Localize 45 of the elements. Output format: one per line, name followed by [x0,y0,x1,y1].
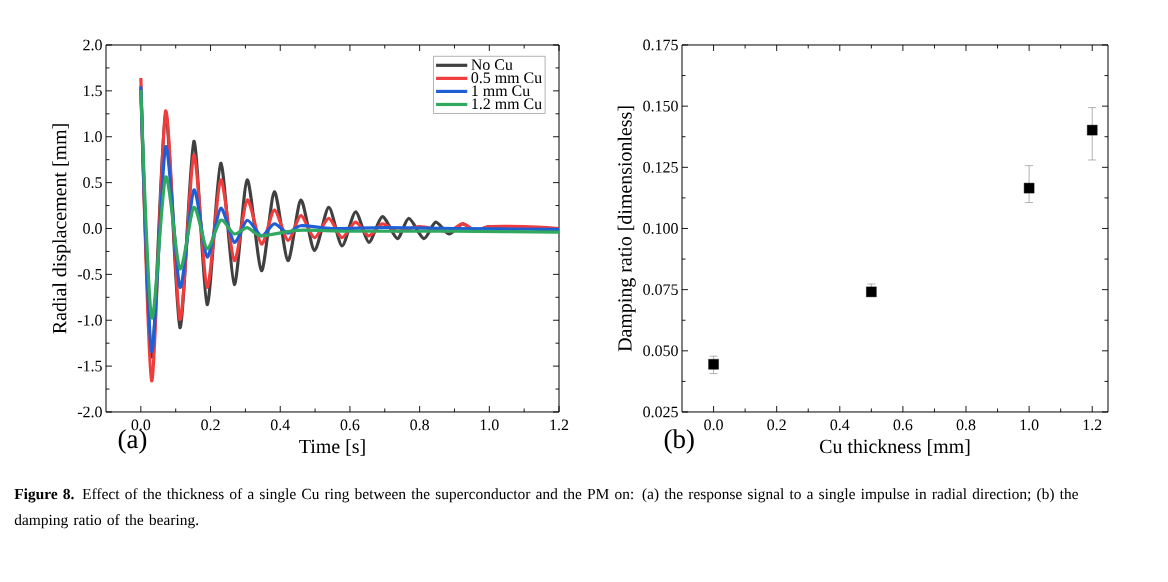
point [1023,182,1035,194]
x-tick-label: 1.0 [1020,419,1039,431]
text: Figure 8. Effect of the thickness of a single Cu ring between the superconductor and the PM on: (a) the response signal to a single impulse in radial direction; (b) the damping ratio of the bearing. [14,488,1078,529]
y-tick-label: 1.0 [83,131,102,143]
x-tick-label: 0.2 [767,419,786,431]
x-tick-label: 0.6 [340,419,360,431]
y-tick-label: 0.100 [643,223,678,234]
x-tick-label: 0.0 [131,419,151,431]
x-tick-label: 0.8 [956,419,976,431]
y-axis-title: Damping ratio [dimensionless] [617,106,636,352]
y-tick-label: 0.5 [83,177,102,189]
y-axis-title: Radial displacement [mm] [52,124,71,334]
point [708,359,719,370]
y-tick-label: -2.0 [77,406,102,418]
y-tick-label: -0.5 [77,268,102,280]
y-tick-label: 0.125 [643,161,678,173]
x-tick-label: 0.8 [410,419,429,431]
x-tick-label: 1.2 [1083,419,1102,431]
legend-label: 0.5 mm Cu [471,72,542,84]
point [1087,124,1098,136]
legend-label: No Cu [471,59,513,70]
x-tick-label: 0.4 [830,419,850,431]
legend-label: 1.2 mm Cu [472,98,542,110]
y-tick-label: 0.0 [83,223,102,234]
text: (b) [664,429,694,454]
x-tick-label: 0.0 [704,419,723,431]
y-tick-label: 2.0 [83,39,102,51]
y-tick-label: -1.0 [77,314,102,326]
y-tick-label: 0.075 [643,284,678,296]
x-tick-label: 1.0 [480,419,499,431]
y-tick-label: -1.5 [77,360,102,372]
x-axis-title: Cu thickness [mm] [820,439,970,456]
x-tick-label: 0.2 [201,419,220,431]
x-tick-label: 1.2 [550,419,569,431]
x-tick-label: 0.6 [893,419,913,431]
legend-label: 1 mm Cu [472,85,530,97]
y-tick-label: 0.025 [643,406,678,418]
y-tick-label: 0.050 [643,345,678,357]
point [866,286,877,298]
x-axis-title: Time [s] [299,439,365,456]
x-tick-label: 0.4 [270,419,290,431]
y-tick-label: 1.5 [83,85,102,97]
y-tick-label: 0.175 [643,39,678,51]
text: (a) [118,429,147,454]
y-tick-label: 0.150 [643,100,678,112]
